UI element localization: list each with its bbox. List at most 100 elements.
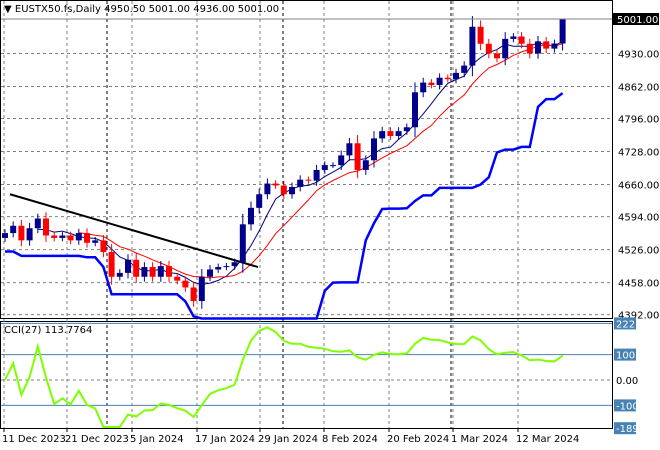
candle-body [444,77,451,80]
dropdown-arrow-icon[interactable]: ▼ [4,4,12,15]
candle-body [461,65,468,73]
candle-body [330,165,336,167]
trailing-stop-line [5,92,564,320]
candle-body [535,41,541,54]
candle-body [231,262,238,267]
candle-body [387,131,394,136]
cci-tick-label: -100 [616,401,639,412]
candle-body [305,179,312,181]
candle-body [108,252,115,277]
candle-body [43,218,49,236]
candle-body [2,233,8,238]
time-label: 11 Dec 2023 [2,434,66,445]
cci-tick-box [614,348,636,361]
cci-tick-box [614,422,636,435]
price-tick-label: 4392.00 [618,311,659,322]
candle-body [354,143,361,170]
candle-body [198,276,205,302]
candle-body [412,92,418,128]
cci-line [4,326,564,428]
candle-body [477,26,484,44]
cci-tick-label: 222.7374 [616,319,660,330]
candle-body [182,280,189,288]
time-label: 12 Mar 2024 [516,434,579,445]
candle-body [141,267,148,277]
candle-body [280,185,287,195]
candle-body [157,266,164,277]
time-label: 5 Jan 2024 [130,434,184,445]
candle-body [51,235,58,238]
candle-body [133,259,140,277]
cci-tick-label: 0.00 [616,376,638,387]
candle-body [379,131,386,139]
candle-body [371,138,377,161]
candle-body [256,194,263,208]
candle-body [469,26,476,66]
time-label: 8 Feb 2024 [322,434,378,445]
time-label: 17 Jan 2024 [195,434,255,445]
candle-body [248,207,254,225]
candle-body [26,228,33,241]
candle-body [494,53,500,59]
candle-body [313,169,320,181]
cci-label: CCI(27) [4,325,42,336]
cci-tick-box [614,399,636,412]
candle-body [34,218,41,229]
candle-body [190,287,197,302]
time-label: 1 Mar 2024 [451,434,508,445]
candle-body [502,38,509,59]
candle-body [215,267,222,270]
time-label: 29 Jan 2024 [258,434,318,445]
main-pane-border [0,0,613,319]
fast-ma-line [37,40,563,286]
cci-pane-border [0,321,613,429]
candle-body [518,36,525,44]
candle-body [207,269,213,277]
candle-body [321,165,328,170]
candle-body [485,43,492,54]
candle-body [551,43,558,49]
symbol-label: EUSTX50.fs,Daily [14,4,101,15]
candle-body [338,155,345,166]
time-label: 21 Dec 2023 [65,434,129,445]
candle-body [453,72,459,80]
cci-value: 113.7764 [44,325,93,336]
candle-body [436,77,443,86]
cci-tick-label: -189.6771 [616,424,660,435]
price-tick-label: 4796.00 [618,115,659,126]
candle-body [92,240,99,243]
price-tick-label: 4458.00 [618,279,659,290]
price-tick-label: 4660.00 [618,181,659,192]
price-tick-label: 4594.00 [618,213,659,224]
slow-ma-line [78,43,563,279]
cci-tick-label: 100 [616,351,635,362]
candle-body [559,19,566,44]
candle-body [125,259,131,273]
candle-body [346,143,353,156]
candle-body [272,183,279,186]
price-tick-label: 4728.00 [618,148,659,159]
candle-body [67,235,74,241]
candle-body [297,179,304,187]
candle-body [510,36,517,39]
candle-body [526,43,533,54]
candle-body [239,224,246,263]
candle-body [395,131,402,136]
time-label: 20 Feb 2024 [387,434,449,445]
cci-header: CCI(27) 113.7764 [4,325,92,336]
current-price-box [613,13,659,25]
candle-body [166,266,172,277]
candle-body [18,225,25,241]
candle-body [403,127,410,132]
ohlc-label: 4950.50 5001.00 4936.00 5001.00 [104,4,280,15]
candle-body [543,41,550,49]
candle-body [264,183,271,195]
current-price-label: 5001.00 [617,15,658,26]
price-tick-label: 4526.00 [618,246,659,257]
price-tick-label: 4930.00 [618,49,659,60]
candle-body [149,267,156,277]
chart-header: ▼ EUSTX50.fs,Daily 4950.50 5001.00 4936.… [4,4,279,15]
price-tick-label: 4862.00 [618,82,659,93]
